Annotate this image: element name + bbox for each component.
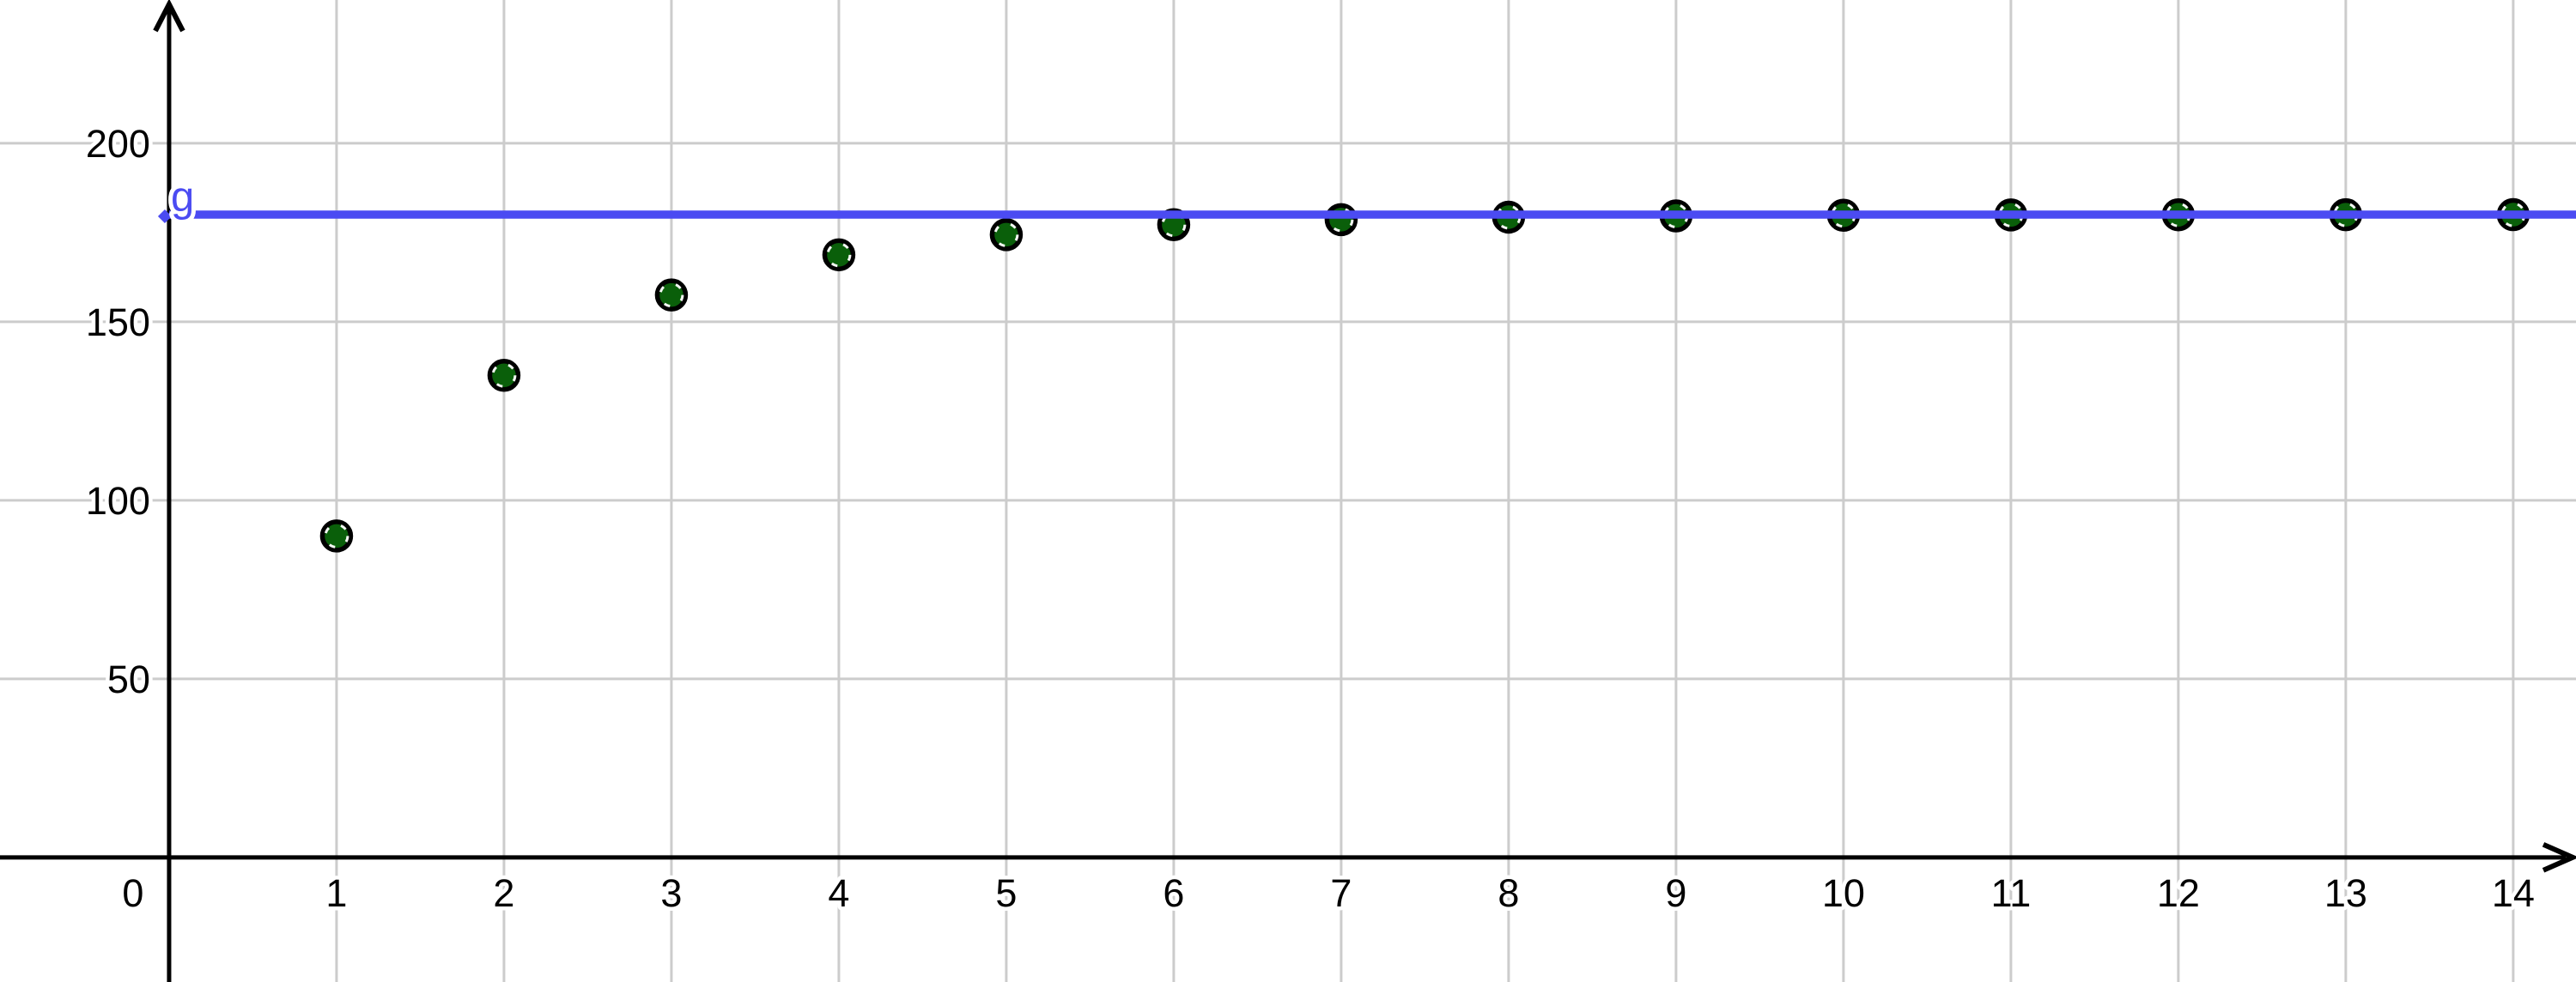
x-tick-label: 9 bbox=[1665, 871, 1686, 915]
data-point-selection-ring bbox=[659, 282, 684, 308]
x-tick-label: 3 bbox=[660, 871, 682, 915]
x-tick-label: 1 bbox=[325, 871, 347, 915]
data-point-selection-ring bbox=[1161, 212, 1187, 238]
data-point-selection-ring bbox=[491, 362, 517, 388]
data-point-selection-ring bbox=[993, 221, 1019, 247]
x-tick-label: 0 bbox=[122, 871, 143, 915]
line-g-anchor-point bbox=[157, 209, 172, 224]
line-g-label[interactable]: g bbox=[167, 170, 198, 225]
y-axis-arrow-icon bbox=[153, 0, 185, 33]
y-tick-label: 50 bbox=[107, 658, 150, 701]
x-tick-label: 14 bbox=[2492, 871, 2535, 915]
y-tick-label: 200 bbox=[86, 122, 150, 166]
x-tick-label: 8 bbox=[1498, 871, 1519, 915]
x-tick-label: 12 bbox=[2157, 871, 2200, 915]
x-tick-label: 10 bbox=[1822, 871, 1865, 915]
x-tick-label: 4 bbox=[828, 871, 849, 915]
data-point[interactable] bbox=[654, 278, 689, 312]
x-axis-arrow-icon bbox=[2542, 842, 2576, 873]
x-tick-label: 2 bbox=[493, 871, 514, 915]
x-tick-label: 5 bbox=[995, 871, 1017, 915]
y-tick-label: 150 bbox=[86, 300, 150, 344]
data-point-selection-ring bbox=[826, 242, 852, 268]
y-tick-label: 100 bbox=[86, 479, 150, 523]
data-point-selection-ring bbox=[1328, 207, 1354, 233]
x-tick-label: 13 bbox=[2324, 871, 2367, 915]
x-tick-label: 7 bbox=[1330, 871, 1352, 915]
x-tick-label: 6 bbox=[1163, 871, 1184, 915]
data-point[interactable] bbox=[487, 358, 521, 392]
x-tick-label: 11 bbox=[1991, 871, 2032, 915]
data-point-selection-ring bbox=[324, 523, 349, 549]
